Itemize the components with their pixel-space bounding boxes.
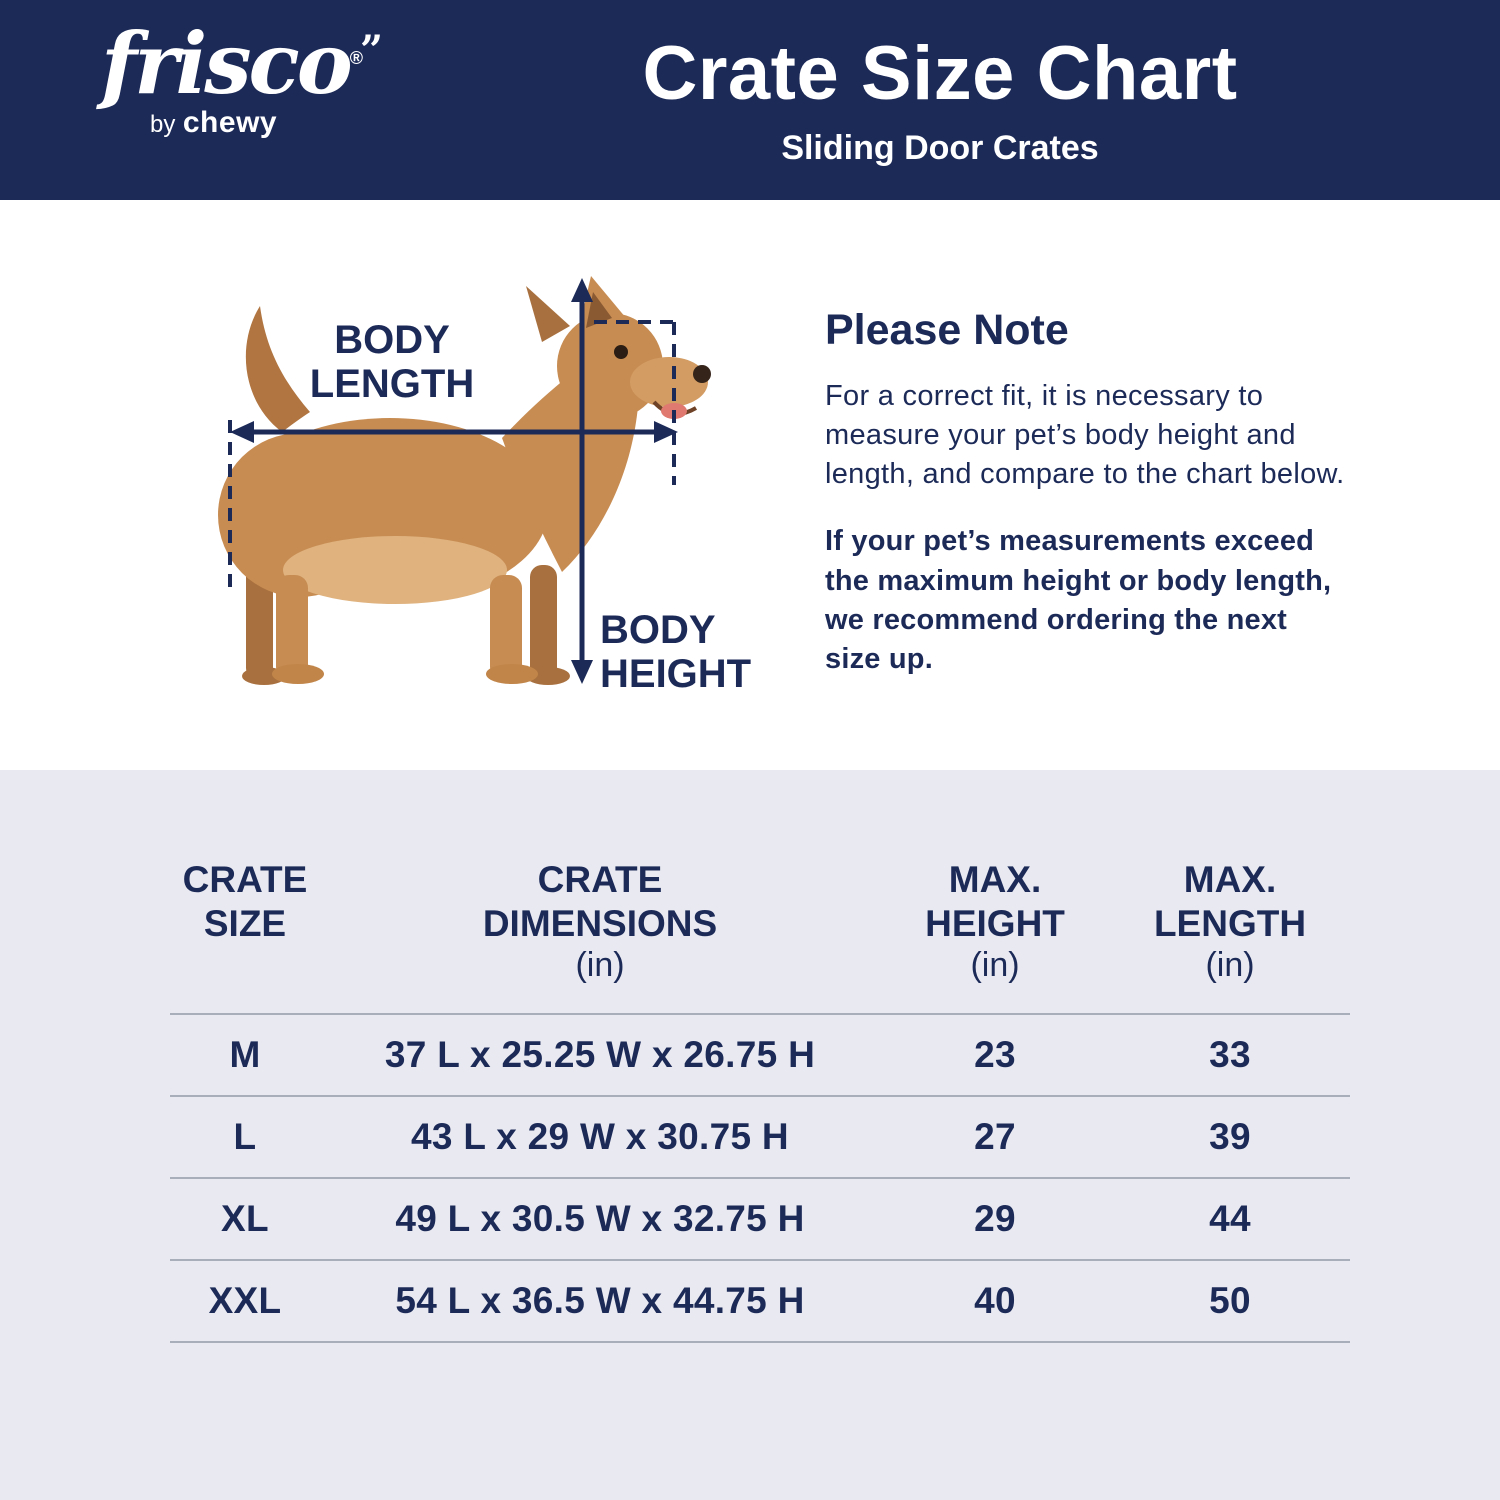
logo-swoosh-icon: ” (360, 27, 383, 74)
max-height-cell: 27 (974, 1116, 1016, 1158)
body-height-label: BODY HEIGHT (600, 608, 752, 696)
crate-size-cell: M (229, 1034, 261, 1076)
please-note-heading: Please Note (825, 306, 1069, 354)
by-chewy-text: by chewy (80, 106, 400, 140)
crate-size-cell: XXL (208, 1280, 282, 1322)
col-header-max-length-title: MAX. LENGTH (1153, 859, 1307, 944)
size-table: CRATE SIZE CRATE DIMENSIONS (in) MAX. HE… (170, 858, 1350, 1344)
dashed-guides (228, 320, 676, 592)
col-header-max-height-title: MAX. HEIGHT (925, 859, 1065, 944)
page-title: Crate Size Chart (642, 31, 1238, 116)
max-length-cell: 44 (1209, 1198, 1251, 1240)
crate-dimensions-cell: 49 L x 30.5 W x 32.75 H (395, 1198, 805, 1240)
col-header-crate-dimensions-unit: (in) (575, 946, 625, 985)
crate-size-cell: L (233, 1116, 257, 1158)
size-table-section: CRATE SIZE CRATE DIMENSIONS (in) MAX. HE… (0, 770, 1500, 1500)
table-row-xl: XL 49 L x 30.5 W x 32.75 H 29 44 (170, 1177, 1350, 1259)
col-header-crate-size: CRATE SIZE (170, 858, 320, 945)
registered-mark: ® (349, 48, 363, 68)
measurement-annotations (228, 278, 678, 684)
note-bold-paragraph: If your pet’s measurements exceed the ma… (825, 525, 1332, 675)
max-length-cell: 50 (1209, 1280, 1251, 1322)
dog-figure (218, 276, 711, 685)
please-note-panel: Please Note For a correct fit, it is nec… (825, 306, 1350, 679)
logo-chewy-label: chewy (182, 106, 278, 139)
frisco-wordmark: frisco®” (80, 22, 400, 106)
table-header-row: CRATE SIZE CRATE DIMENSIONS (in) MAX. HE… (170, 858, 1350, 1013)
page-subtitle: Sliding Door Crates (781, 129, 1099, 167)
table-row-l: L 43 L x 29 W x 30.75 H 27 39 (170, 1095, 1350, 1177)
dog-measurement-diagram: BODY LENGTH BODY HEIGHT (170, 270, 830, 750)
max-height-cell: 40 (974, 1280, 1016, 1322)
body-length-arrow (230, 421, 678, 443)
col-header-max-length-unit: (in) (1205, 946, 1255, 985)
table-row-xxl: XXL 54 L x 36.5 W x 44.75 H 40 50 (170, 1259, 1350, 1344)
crate-dimensions-cell: 37 L x 25.25 W x 26.75 H (384, 1034, 816, 1076)
col-header-max-height: MAX. HEIGHT (in) (880, 858, 1110, 985)
max-length-cell: 33 (1209, 1034, 1251, 1076)
col-header-max-length: MAX. LENGTH (in) (1110, 858, 1350, 985)
note-paragraph: For a correct fit, it is necessary to me… (825, 380, 1345, 491)
body-height-arrow (571, 278, 593, 684)
frisco-brand-text: frisco (100, 14, 353, 113)
dog-illustration (218, 276, 711, 685)
frisco-logo: frisco®” by chewy (80, 22, 400, 140)
table-row-m: M 37 L x 25.25 W x 26.75 H 23 33 (170, 1013, 1350, 1095)
max-length-cell: 39 (1209, 1116, 1251, 1158)
header-titles: Crate Size Chart Sliding Door Crates (520, 30, 1360, 168)
header-banner: frisco®” by chewy Crate Size Chart Slidi… (0, 0, 1500, 200)
max-height-cell: 23 (974, 1034, 1016, 1076)
logo-by-label: by (150, 111, 176, 138)
col-header-crate-dimensions: CRATE DIMENSIONS (in) (320, 858, 880, 985)
col-header-crate-dimensions-title: CRATE DIMENSIONS (482, 859, 718, 944)
body-length-label: BODY LENGTH (309, 318, 475, 406)
max-height-cell: 29 (974, 1198, 1016, 1240)
crate-dimensions-cell: 43 L x 29 W x 30.75 H (411, 1116, 789, 1158)
measurement-section: BODY LENGTH BODY HEIGHT Please Note For … (0, 200, 1500, 770)
col-header-crate-size-title: CRATE SIZE (182, 859, 308, 944)
col-header-max-height-unit: (in) (970, 946, 1020, 985)
crate-dimensions-cell: 54 L x 36.5 W x 44.75 H (395, 1280, 805, 1322)
crate-size-cell: XL (221, 1198, 269, 1240)
